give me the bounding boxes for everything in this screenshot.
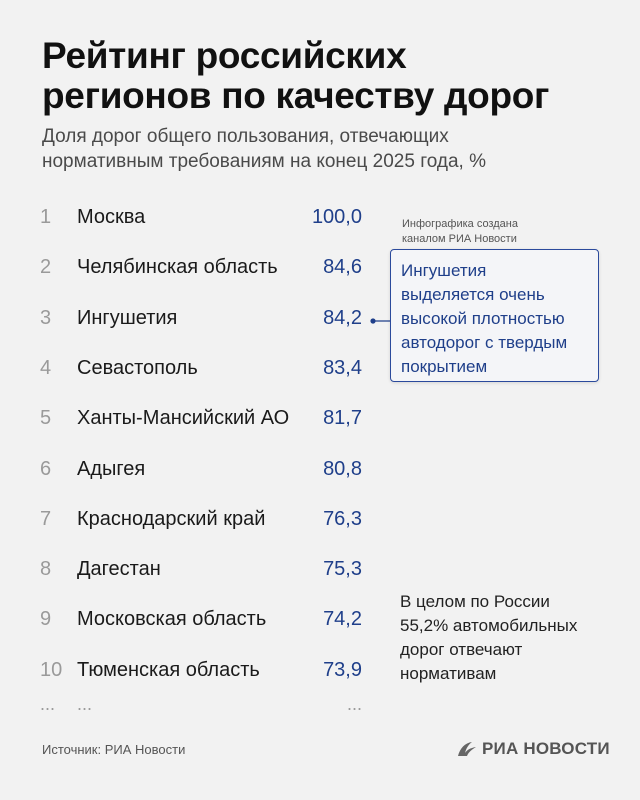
region-value: 73,9 [323,658,362,681]
callout-line-2: выделяется очень [401,285,545,304]
infographic-credit: Инфографика создана каналом РИА Новости [402,217,518,247]
region-value: 74,2 [323,608,362,631]
region-ellipsis: ... [77,694,93,714]
region-name: Тюменская область [77,658,260,681]
region-value: 83,4 [323,356,362,379]
table-row: 2 Челябинская область 84,6 [0,247,370,287]
region-value: 84,2 [323,306,362,329]
table-row: 8 Дагестан 75,3 [0,549,370,589]
title-line-1: Рейтинг российских [42,35,407,76]
region-value: 100,0 [311,206,362,228]
credit-line-2: каналом РИА Новости [402,233,517,245]
chart-subtitle: Доля дорог общего пользования, отвечающи… [42,124,602,174]
callout-connector [370,318,392,324]
title-line-2: регионов по качеству дорог [42,75,550,116]
callout-line-4: автодорог с твердым [401,333,568,352]
region-name: Адыгея [77,457,146,480]
rank-number: 8 [40,558,52,581]
rank-number: 9 [40,608,52,631]
region-name: Челябинская область [77,256,278,279]
value-ellipsis: ... [347,694,363,714]
subtitle-line-1: Доля дорог общего пользования, отвечающи… [42,126,449,147]
callout-box: Ингушетия выделяется очень высокой плотн… [390,249,599,382]
ria-logo-text: РИА НОВОСТИ [482,739,610,758]
region-name: Москва [77,206,146,228]
rank-number: 1 [40,206,52,228]
table-row: 5 Ханты-Мансийский АО 81,7 [0,398,370,438]
rank-number: 5 [40,407,52,430]
ria-logo: РИА НОВОСТИ [456,736,610,762]
rank-number: 3 [40,306,52,329]
note-line-1: В целом по России [400,592,550,611]
rank-ellipsis: ... [40,694,56,714]
region-name: Московская область [77,608,267,631]
rank-number: 7 [40,507,52,530]
table-row: 3 Ингушетия 84,2 [0,298,370,338]
note-line-3: дорог отвечают [400,640,523,659]
table-row: 7 Краснодарский край 76,3 [0,499,370,539]
rank-number: 6 [40,457,52,480]
source-label: Источник: РИА Новости [42,742,186,757]
table-row: 4 Севастополь 83,4 [0,348,370,388]
rank-number: 2 [40,256,52,279]
region-name: Дагестан [77,558,161,581]
region-value: 76,3 [323,507,362,530]
ria-logo-icon [458,742,476,756]
callout-line-1: Ингушетия [401,261,487,280]
rank-number: 10 [40,658,63,681]
region-value: 84,6 [323,256,362,279]
note-line-4: нормативам [400,664,497,683]
table-row: 1 Москва 100,0 [0,197,370,237]
subtitle-line-2: нормативным требованиям на конец 2025 го… [42,151,486,172]
credit-line-1: Инфографика создана [402,218,518,230]
table-row: 9 Московская область 74,2 [0,599,370,639]
region-name: Ингушетия [77,306,178,329]
summary-note: В целом по России 55,2% автомобильных до… [400,590,600,686]
rank-number: 4 [40,356,52,379]
table-row: 6 Адыгея 80,8 [0,449,370,489]
note-line-2: 55,2% автомобильных [400,616,578,635]
region-value: 81,7 [323,407,362,430]
callout-line-5: покрытием [401,357,488,376]
region-name: Севастополь [77,356,198,379]
region-value: 80,8 [323,457,362,480]
region-name: Ханты-Мансийский АО [77,407,290,430]
chart-title: Рейтинг российских регионов по качеству … [42,36,622,116]
table-row: 10 Тюменская область 73,9 [0,650,370,690]
callout-line-3: высокой плотностью [401,309,565,328]
region-value: 75,3 [323,558,362,581]
region-name: Краснодарский край [77,507,266,530]
